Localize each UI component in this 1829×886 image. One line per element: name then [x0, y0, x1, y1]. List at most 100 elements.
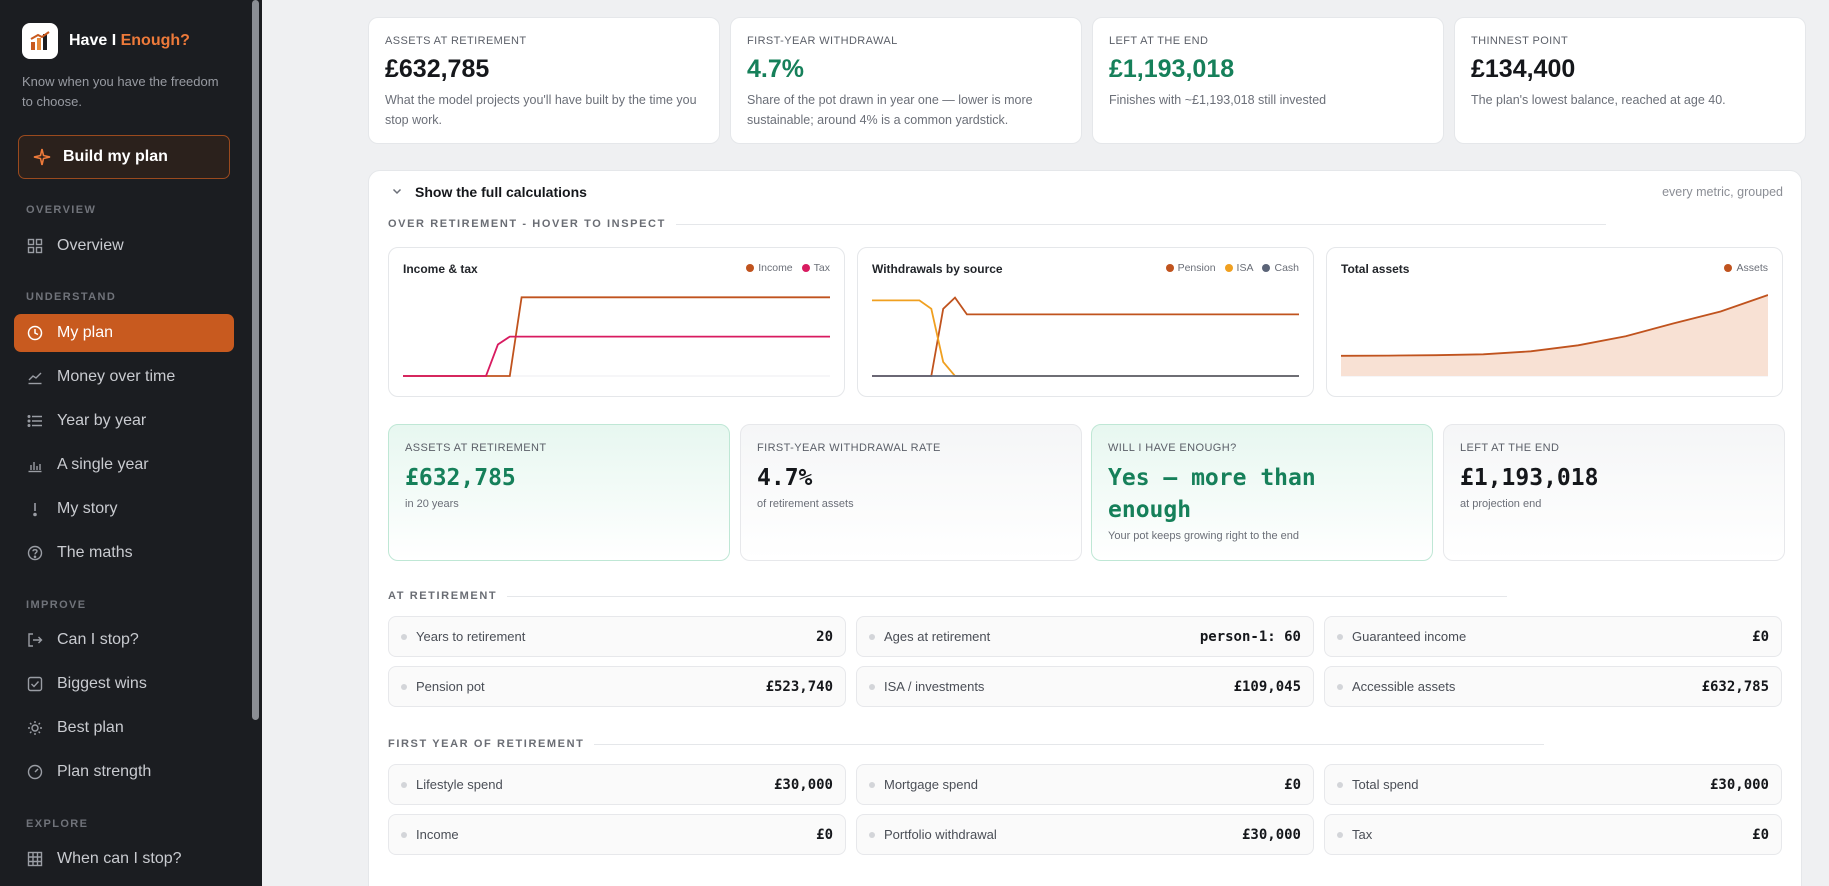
- trend-icon: [27, 369, 43, 385]
- brand[interactable]: Have I Enough?: [22, 23, 190, 59]
- chart-withdrawals[interactable]: Withdrawals by source Pension ISA Cash: [857, 247, 1314, 397]
- summary-value: £632,785: [385, 55, 490, 83]
- metric-guaranteed-income: Guaranteed income £0: [1324, 616, 1782, 657]
- kpi-sub: of retirement assets: [757, 498, 854, 510]
- metric-income: Income £0: [388, 814, 846, 855]
- sidebar-item-can-i-stop[interactable]: Can I stop?: [14, 621, 234, 659]
- sidebar-item-label: Can I stop?: [57, 631, 139, 648]
- sidebar-item-label: A single year: [57, 456, 149, 473]
- chart-legend: Pension ISA Cash: [1157, 262, 1299, 274]
- series-line-tax: [403, 335, 830, 377]
- sidebar-item-best-plan[interactable]: Best plan: [14, 709, 234, 747]
- series-line-assets: [1341, 294, 1768, 357]
- chart-plot-total-assets: [1341, 294, 1768, 377]
- summary-card-left-at-end: Left at the end £1,193,018 Finishes with…: [1092, 17, 1444, 144]
- sidebar-item-label: Best plan: [57, 719, 124, 736]
- kpi-label: Will I have enough?: [1108, 442, 1237, 454]
- kpi-sub: at projection end: [1460, 498, 1542, 510]
- sparkle-icon: [33, 148, 51, 166]
- gauge-icon: [27, 764, 43, 780]
- metric-tax: Tax £0: [1324, 814, 1782, 855]
- build-my-plan-label: Build my plan: [63, 148, 168, 165]
- chart-total-assets[interactable]: Total assets Assets: [1326, 247, 1783, 397]
- metric-mortgage-spend: Mortgage spend £0: [856, 764, 1314, 805]
- kpi-value: £1,193,018: [1460, 465, 1599, 491]
- metric-ages-at-retirement: Ages at retirement person-1: 60: [856, 616, 1314, 657]
- chart-plot-income-tax: [403, 296, 830, 377]
- help-icon: [27, 545, 43, 561]
- sidebar-item-the-maths[interactable]: The maths: [14, 534, 234, 572]
- build-my-plan-button[interactable]: Build my plan: [18, 135, 230, 179]
- sidebar: Have I Enough? Know when you have the fr…: [0, 0, 262, 886]
- grid-icon: [27, 238, 43, 254]
- sidebar-item-when-can-i-stop[interactable]: When can I stop?: [14, 840, 234, 878]
- chart-title: Withdrawals by source: [872, 262, 1003, 276]
- section-title-charts: OVER RETIREMENT - HOVER TO INSPECT: [388, 218, 1606, 230]
- chart-income-tax[interactable]: Income & tax Income Tax: [388, 247, 845, 397]
- section-understand: UNDERSTAND: [26, 291, 117, 303]
- kpi-label: Assets at retirement: [405, 442, 547, 454]
- chevron-down-icon[interactable]: [391, 185, 403, 197]
- panel-note: every metric, grouped: [1662, 185, 1783, 199]
- kpi-label: First-year withdrawal rate: [757, 442, 941, 454]
- summary-desc: The plan's lowest balance, reached at ag…: [1471, 93, 1726, 107]
- sidebar-item-overview[interactable]: Overview: [14, 227, 234, 265]
- story-icon: [27, 501, 43, 517]
- sidebar-item-label: When can I stop?: [57, 850, 182, 867]
- summary-desc: Finishes with ~£1,193,018 still invested: [1109, 93, 1327, 107]
- summary-label: Left at the end: [1109, 35, 1209, 47]
- sidebar-item-a-single-year[interactable]: A single year: [14, 446, 234, 484]
- sidebar-item-my-story[interactable]: My story: [14, 490, 234, 528]
- tagline: Know when you have the freedom to choose…: [22, 74, 219, 109]
- sidebar-item-label: The maths: [57, 544, 133, 561]
- sidebar-item-label: Overview: [57, 237, 124, 254]
- list-icon: [27, 413, 43, 429]
- kpi-withdrawal-rate: First-year withdrawal rate 4.7% of retir…: [740, 424, 1082, 561]
- sidebar-item-biggest-wins[interactable]: Biggest wins: [14, 665, 234, 703]
- legend-item-cash: Cash: [1262, 262, 1299, 274]
- section-title-at-retirement: AT RETIREMENT: [388, 590, 1508, 602]
- legend-item-pension: Pension: [1165, 262, 1216, 274]
- metric-portfolio-withdrawal: Portfolio withdrawal £30,000: [856, 814, 1314, 855]
- sidebar-item-my-plan[interactable]: My plan: [14, 314, 234, 352]
- summary-value: £134,400: [1471, 55, 1576, 83]
- metric-lifestyle-spend: Lifestyle spend £30,000: [388, 764, 846, 805]
- summary-value: 4.7%: [747, 55, 804, 83]
- metric-years-to-retirement: Years to retirement 20: [388, 616, 846, 657]
- sidebar-item-label: My story: [57, 500, 118, 517]
- sidebar-scrollbar[interactable]: [252, 0, 259, 720]
- sidebar-item-money-over-time[interactable]: Money over time: [14, 358, 234, 396]
- section-improve: IMPROVE: [26, 599, 87, 611]
- sidebar-item-year-by-year[interactable]: Year by year: [14, 402, 234, 440]
- kpi-value: Yes — more than enough: [1108, 465, 1316, 523]
- section-title-first-year: FIRST YEAR OF RETIREMENT: [388, 738, 1545, 750]
- chart-legend: Assets: [1715, 262, 1768, 274]
- kpi-value: 4.7%: [757, 465, 813, 491]
- series-area-assets: [1341, 295, 1768, 376]
- summary-value: £1,193,018: [1109, 55, 1235, 83]
- sidebar-item-label: Year by year: [57, 412, 147, 429]
- kpi-sub: Your pot keeps growing right to the end: [1108, 530, 1300, 542]
- show-calculations-toggle[interactable]: Show the full calculations: [415, 184, 587, 200]
- metric-pension-pot: Pension pot £523,740: [388, 666, 846, 707]
- sidebar-item-plan-strength[interactable]: Plan strength: [14, 753, 234, 791]
- summary-card-thinnest-point: Thinnest point £134,400 The plan's lowes…: [1454, 17, 1806, 144]
- summary-label: Assets at retirement: [385, 35, 527, 47]
- summary-label: Thinnest point: [1471, 35, 1569, 47]
- legend-item-assets: Assets: [1724, 262, 1768, 274]
- exit-icon: [27, 632, 43, 648]
- metric-isa-investments: ISA / investments £109,045: [856, 666, 1314, 707]
- kpi-value: £632,785: [405, 465, 516, 491]
- app-name: Have I Enough?: [69, 32, 190, 49]
- series-line-isa: [872, 299, 1299, 377]
- table-icon: [27, 851, 43, 867]
- app-logo-icon: [22, 23, 58, 59]
- sidebar-item-label: Money over time: [57, 368, 176, 385]
- chart-title: Income & tax: [403, 262, 478, 276]
- summary-label: First-year withdrawal: [747, 35, 898, 47]
- kpi-left-at-end: Left at the end £1,193,018 at projection…: [1443, 424, 1785, 561]
- chart-title: Total assets: [1341, 262, 1410, 276]
- bar-chart-icon: [27, 457, 43, 473]
- sidebar-item-label: Plan strength: [57, 763, 152, 780]
- summary-desc: What the model projects you'll have buil…: [385, 93, 697, 127]
